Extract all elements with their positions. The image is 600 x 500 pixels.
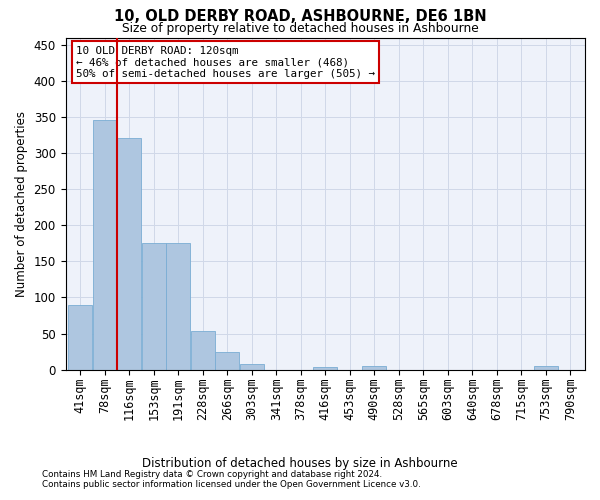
Text: Contains public sector information licensed under the Open Government Licence v3: Contains public sector information licen… bbox=[42, 480, 421, 489]
Bar bbox=[362, 366, 386, 370]
Y-axis label: Number of detached properties: Number of detached properties bbox=[15, 110, 28, 296]
Bar bbox=[118, 138, 141, 370]
Bar bbox=[215, 352, 239, 370]
Bar bbox=[240, 364, 263, 370]
Bar bbox=[93, 120, 116, 370]
Bar bbox=[166, 244, 190, 370]
Text: 10, OLD DERBY ROAD, ASHBOURNE, DE6 1BN: 10, OLD DERBY ROAD, ASHBOURNE, DE6 1BN bbox=[113, 9, 487, 24]
Text: Size of property relative to detached houses in Ashbourne: Size of property relative to detached ho… bbox=[122, 22, 478, 35]
Bar bbox=[313, 366, 337, 370]
Text: Distribution of detached houses by size in Ashbourne: Distribution of detached houses by size … bbox=[142, 458, 458, 470]
Text: 10 OLD DERBY ROAD: 120sqm
← 46% of detached houses are smaller (468)
50% of semi: 10 OLD DERBY ROAD: 120sqm ← 46% of detac… bbox=[76, 46, 375, 79]
Bar bbox=[68, 306, 92, 370]
Bar bbox=[191, 330, 215, 370]
Text: Contains HM Land Registry data © Crown copyright and database right 2024.: Contains HM Land Registry data © Crown c… bbox=[42, 470, 382, 479]
Bar bbox=[142, 244, 166, 370]
Bar bbox=[534, 366, 557, 370]
